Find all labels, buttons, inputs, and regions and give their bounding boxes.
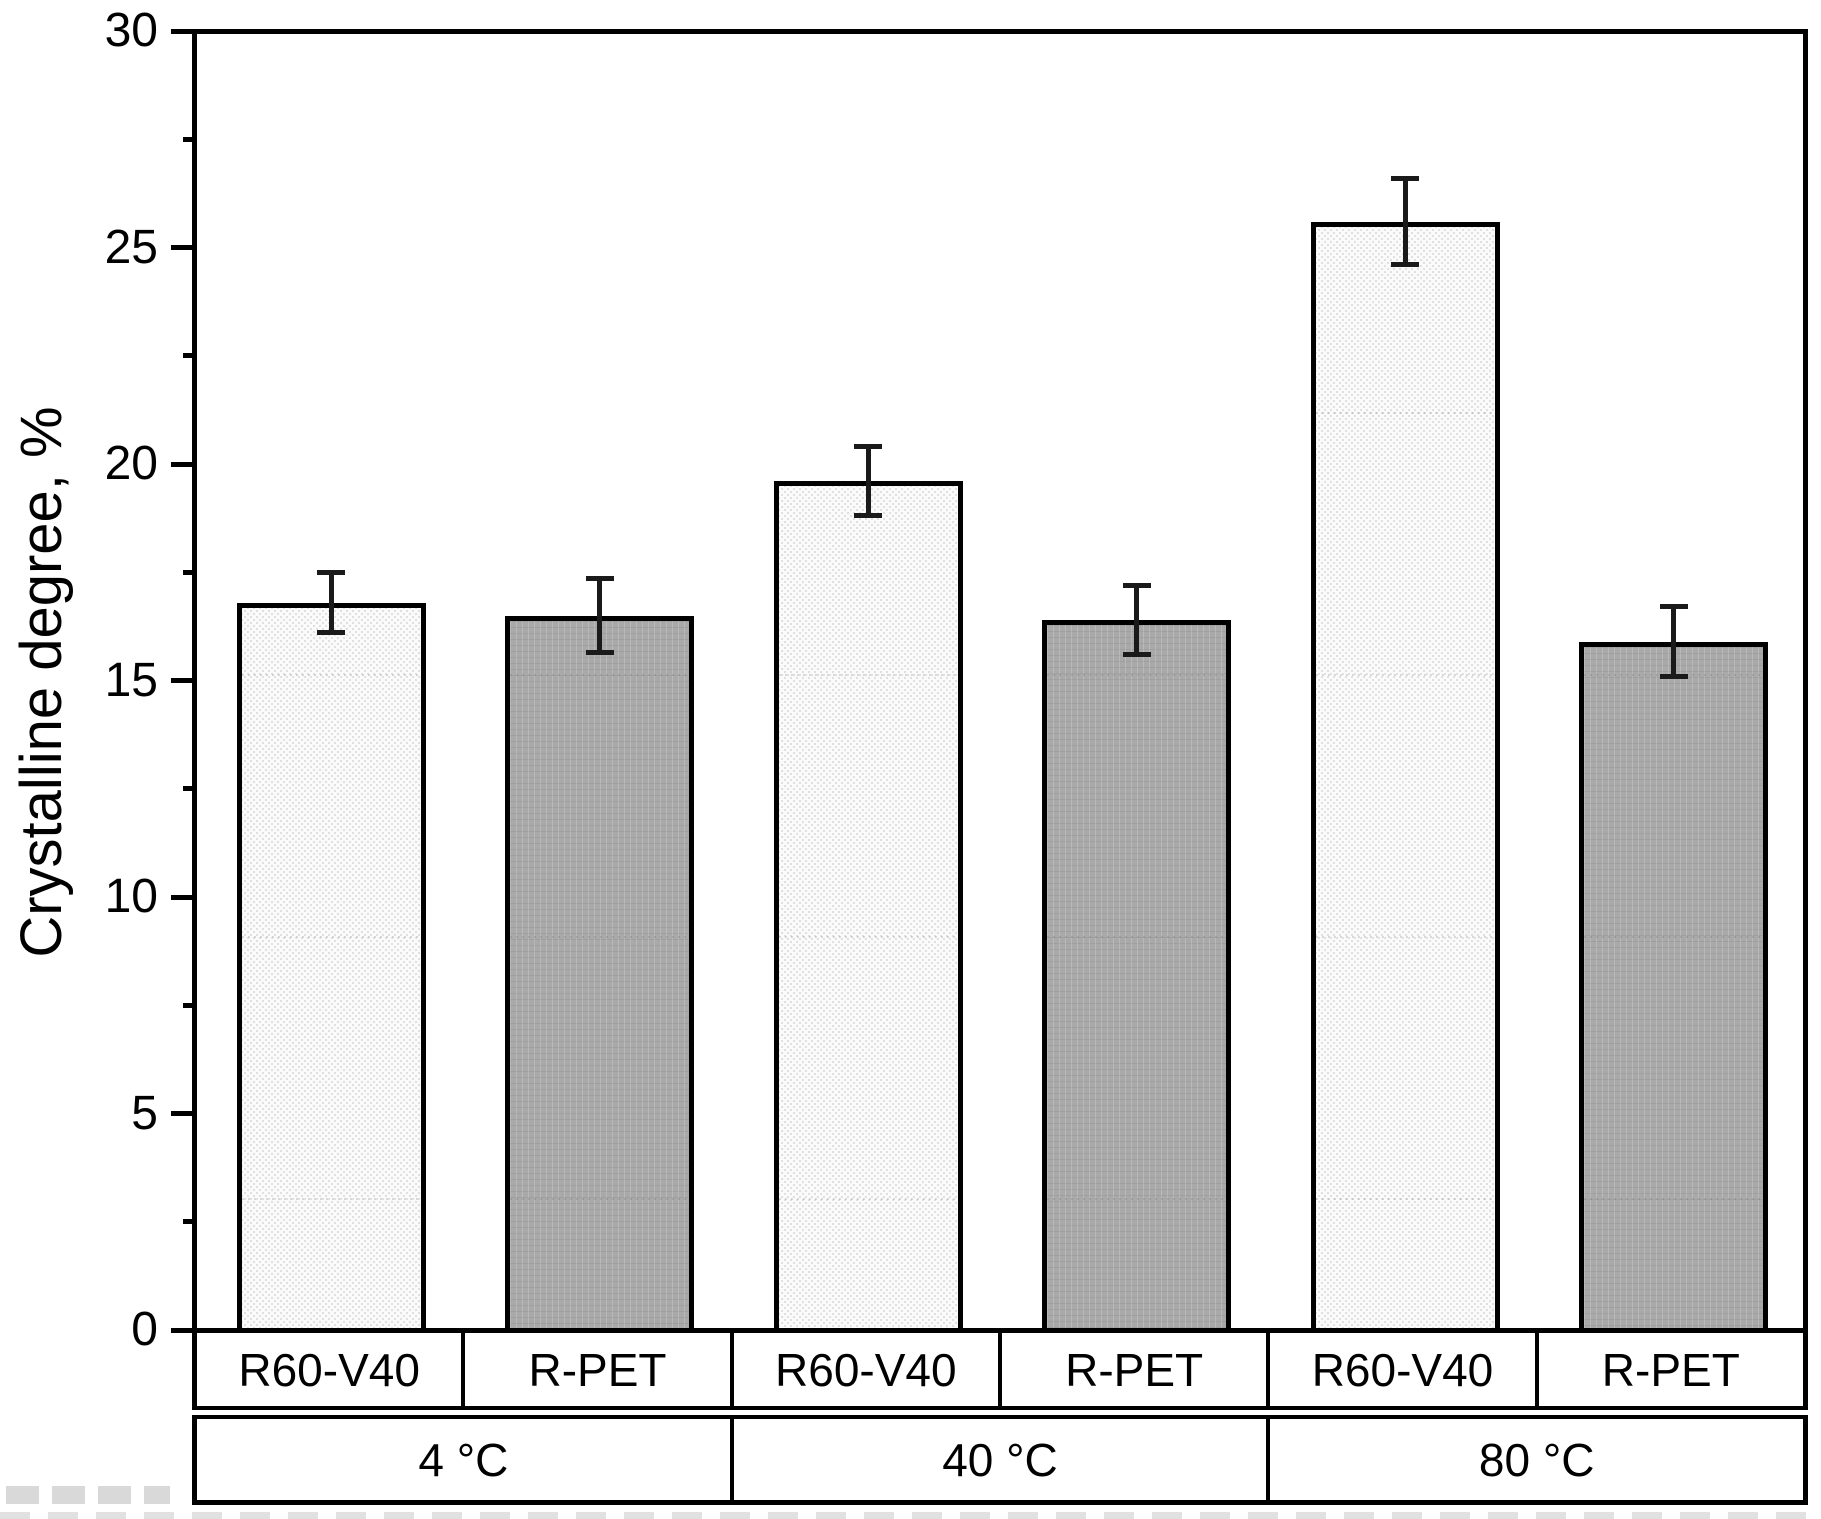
pattern-seam — [1315, 1197, 1495, 1200]
pattern-seam — [1315, 935, 1495, 938]
series-label-cell: R60-V40 — [1266, 1333, 1534, 1406]
error-bar-top-cap — [1391, 175, 1420, 181]
series-label-cell: R60-V40 — [238, 1343, 420, 1396]
y-tick-label: 30 — [104, 4, 158, 57]
pattern-seam — [1315, 673, 1495, 676]
group-label-cell: 40 °C — [729, 1419, 1267, 1500]
error-bar-top-cap — [317, 569, 346, 575]
y-axis-minor-tick — [183, 1219, 197, 1225]
pattern-seam — [510, 1197, 690, 1200]
series-label-cell: R60-V40 — [729, 1333, 998, 1406]
y-tick-label: 25 — [104, 220, 158, 274]
pattern-seam — [241, 673, 421, 676]
bar — [1579, 641, 1769, 1331]
bar — [505, 615, 695, 1331]
y-axis-minor-tick — [183, 1002, 197, 1008]
error-bar-top-cap — [585, 576, 614, 582]
y-axis-major-tick — [171, 678, 197, 683]
pattern-seam — [778, 673, 958, 676]
error-bar — [597, 578, 603, 653]
group-label-cell: 4 °C — [418, 1433, 509, 1486]
pattern-seam — [1584, 935, 1764, 938]
error-bar-top-cap — [854, 444, 883, 450]
pattern-seam — [1315, 411, 1495, 414]
y-axis-minor-tick — [183, 353, 197, 359]
y-tick-label: 20 — [104, 437, 158, 490]
pattern-seam — [241, 935, 421, 938]
y-axis-minor-tick — [183, 786, 197, 792]
bar — [1310, 221, 1500, 1331]
pattern-seam — [510, 673, 690, 676]
y-axis-major-tick — [171, 461, 197, 467]
error-bar — [1134, 585, 1140, 655]
error-bar-bottom-cap — [1122, 652, 1151, 658]
y-axis-major-tick — [171, 894, 197, 900]
y-axis-major-tick — [171, 1327, 197, 1333]
bar — [1042, 619, 1232, 1331]
error-bar-bottom-cap — [585, 649, 614, 655]
error-bar-bottom-cap — [1391, 262, 1420, 268]
series-label-cell: R-PET — [461, 1333, 729, 1406]
series-label-row: R60-V40 R-PET R60-V40 R-PET R60-V40 R-PET — [192, 1333, 1808, 1410]
error-bar-top-cap — [1122, 582, 1151, 588]
y-tick-label: 5 — [131, 1086, 158, 1140]
error-bar — [1671, 606, 1677, 677]
error-bar-top-cap — [1659, 604, 1688, 610]
error-bar — [865, 446, 871, 516]
error-bar — [328, 572, 334, 633]
pattern-seam — [1047, 1197, 1227, 1200]
error-bar-bottom-cap — [1659, 673, 1688, 679]
y-tick-label: 15 — [104, 653, 158, 707]
y-axis-minor-tick — [183, 569, 197, 575]
series-label-cell: R-PET — [1534, 1333, 1803, 1406]
bar — [773, 481, 963, 1331]
pattern-seam — [1584, 1197, 1764, 1200]
bottom-edge-artifact-dashes — [0, 1512, 1821, 1519]
y-axis-major-tick — [171, 28, 197, 34]
bar — [236, 602, 426, 1331]
error-bar — [1402, 178, 1408, 265]
y-tick-label: 10 — [104, 870, 158, 923]
bottom-edge-artifact-blocks — [6, 1486, 170, 1504]
group-label-row: 4 °C 40 °C 80 °C — [192, 1415, 1808, 1505]
pattern-seam — [1047, 673, 1227, 676]
error-bar-bottom-cap — [854, 513, 883, 519]
series-label-cell: R-PET — [997, 1333, 1266, 1406]
y-axis-minor-tick — [183, 136, 197, 142]
pattern-seam — [778, 935, 958, 938]
y-axis-major-tick — [171, 245, 197, 250]
pattern-seam — [1047, 935, 1227, 938]
pattern-seam — [778, 1197, 958, 1200]
y-axis-major-tick — [171, 1111, 197, 1116]
pattern-seam — [241, 1197, 421, 1200]
error-bar-bottom-cap — [317, 630, 346, 636]
y-tick-label: 0 — [131, 1303, 158, 1356]
group-label-cell: 80 °C — [1266, 1419, 1803, 1500]
pattern-seam — [510, 935, 690, 938]
